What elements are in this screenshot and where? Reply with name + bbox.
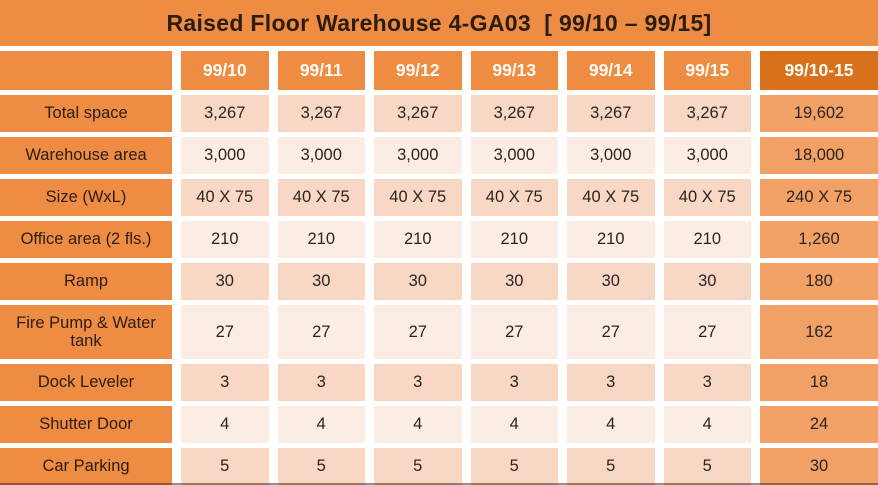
row-total-cell: 240 X 75 xyxy=(760,179,878,216)
data-cell: 5 xyxy=(663,448,751,485)
data-cell: 30 xyxy=(567,263,655,300)
data-cell: 3,000 xyxy=(277,137,365,174)
bottom-edge-line xyxy=(0,483,878,485)
row-total-cell: 24 xyxy=(760,406,878,443)
data-cell: 40 X 75 xyxy=(277,179,365,216)
data-cell: 210 xyxy=(663,221,751,258)
data-cell: 5 xyxy=(374,448,462,485)
data-cell: 3,000 xyxy=(374,137,462,174)
data-cell: 40 X 75 xyxy=(181,179,269,216)
data-cell: 40 X 75 xyxy=(374,179,462,216)
warehouse-spec-table: 99/10 99/11 99/12 99/13 99/14 99/15 99/10-15 To… xyxy=(0,51,878,485)
data-cell: 4 xyxy=(663,406,751,443)
data-cell: 4 xyxy=(567,406,655,443)
data-cell: 5 xyxy=(470,448,558,485)
data-cell: 27 xyxy=(567,305,655,359)
data-cell: 3,000 xyxy=(663,137,751,174)
data-cell: 30 xyxy=(470,263,558,300)
data-cell: 40 X 75 xyxy=(663,179,751,216)
row-total-cell: 30 xyxy=(760,448,878,485)
data-cell: 210 xyxy=(277,221,365,258)
data-cell: 30 xyxy=(277,263,365,300)
row-label: Shutter Door xyxy=(0,406,172,443)
data-cell: 27 xyxy=(277,305,365,359)
data-cell: 3 xyxy=(470,364,558,401)
data-cell: 3,267 xyxy=(374,95,462,132)
data-cell: 3,267 xyxy=(567,95,655,132)
row-label: Car Parking xyxy=(0,448,172,485)
data-cell: 3,267 xyxy=(663,95,751,132)
data-cell: 3,000 xyxy=(567,137,655,174)
data-cell: 3,267 xyxy=(470,95,558,132)
data-cell: 3 xyxy=(277,364,365,401)
row-label: Total space xyxy=(0,95,172,132)
data-cell: 27 xyxy=(470,305,558,359)
data-cell: 5 xyxy=(277,448,365,485)
column-header-99-10-15: 99/10-15 xyxy=(760,51,878,90)
data-cell: 40 X 75 xyxy=(470,179,558,216)
row-total-cell: 1,260 xyxy=(760,221,878,258)
data-cell: 3 xyxy=(567,364,655,401)
data-cell: 3,267 xyxy=(181,95,269,132)
data-cell: 4 xyxy=(470,406,558,443)
data-cell: 3 xyxy=(181,364,269,401)
data-cell: 3,267 xyxy=(277,95,365,132)
data-cell: 27 xyxy=(663,305,751,359)
data-cell: 30 xyxy=(374,263,462,300)
column-header-99-10: 99/10 xyxy=(181,51,269,90)
data-cell: 3 xyxy=(663,364,751,401)
data-cell: 30 xyxy=(663,263,751,300)
data-cell: 3,000 xyxy=(181,137,269,174)
data-cell: 40 X 75 xyxy=(567,179,655,216)
row-label: Size (WxL) xyxy=(0,179,172,216)
column-header-99-14: 99/14 xyxy=(567,51,655,90)
row-total-cell: 18 xyxy=(760,364,878,401)
row-total-cell: 162 xyxy=(760,305,878,359)
data-cell: 30 xyxy=(181,263,269,300)
column-header-99-11: 99/11 xyxy=(277,51,365,90)
data-cell: 210 xyxy=(374,221,462,258)
data-cell: 210 xyxy=(470,221,558,258)
data-cell: 5 xyxy=(567,448,655,485)
data-cell: 210 xyxy=(181,221,269,258)
data-cell: 3 xyxy=(374,364,462,401)
data-cell: 4 xyxy=(277,406,365,443)
data-cell: 4 xyxy=(374,406,462,443)
column-header-99-12: 99/12 xyxy=(374,51,462,90)
page-title: Raised Floor Warehouse 4-GA03 [ 99/10 – … xyxy=(0,0,878,46)
row-label: Warehouse area xyxy=(0,137,172,174)
row-total-cell: 19,602 xyxy=(760,95,878,132)
row-label: Fire Pump & Water tank xyxy=(0,305,172,359)
row-total-cell: 18,000 xyxy=(760,137,878,174)
column-header-empty xyxy=(0,51,172,90)
row-label: Office area (2 fls.) xyxy=(0,221,172,258)
data-cell: 3,000 xyxy=(470,137,558,174)
data-cell: 27 xyxy=(181,305,269,359)
data-cell: 27 xyxy=(374,305,462,359)
column-header-99-15: 99/15 xyxy=(663,51,751,90)
data-cell: 210 xyxy=(567,221,655,258)
row-total-cell: 180 xyxy=(760,263,878,300)
data-cell: 5 xyxy=(181,448,269,485)
row-label: Ramp xyxy=(0,263,172,300)
row-label: Dock Leveler xyxy=(0,364,172,401)
column-header-99-13: 99/13 xyxy=(470,51,558,90)
data-cell: 4 xyxy=(181,406,269,443)
